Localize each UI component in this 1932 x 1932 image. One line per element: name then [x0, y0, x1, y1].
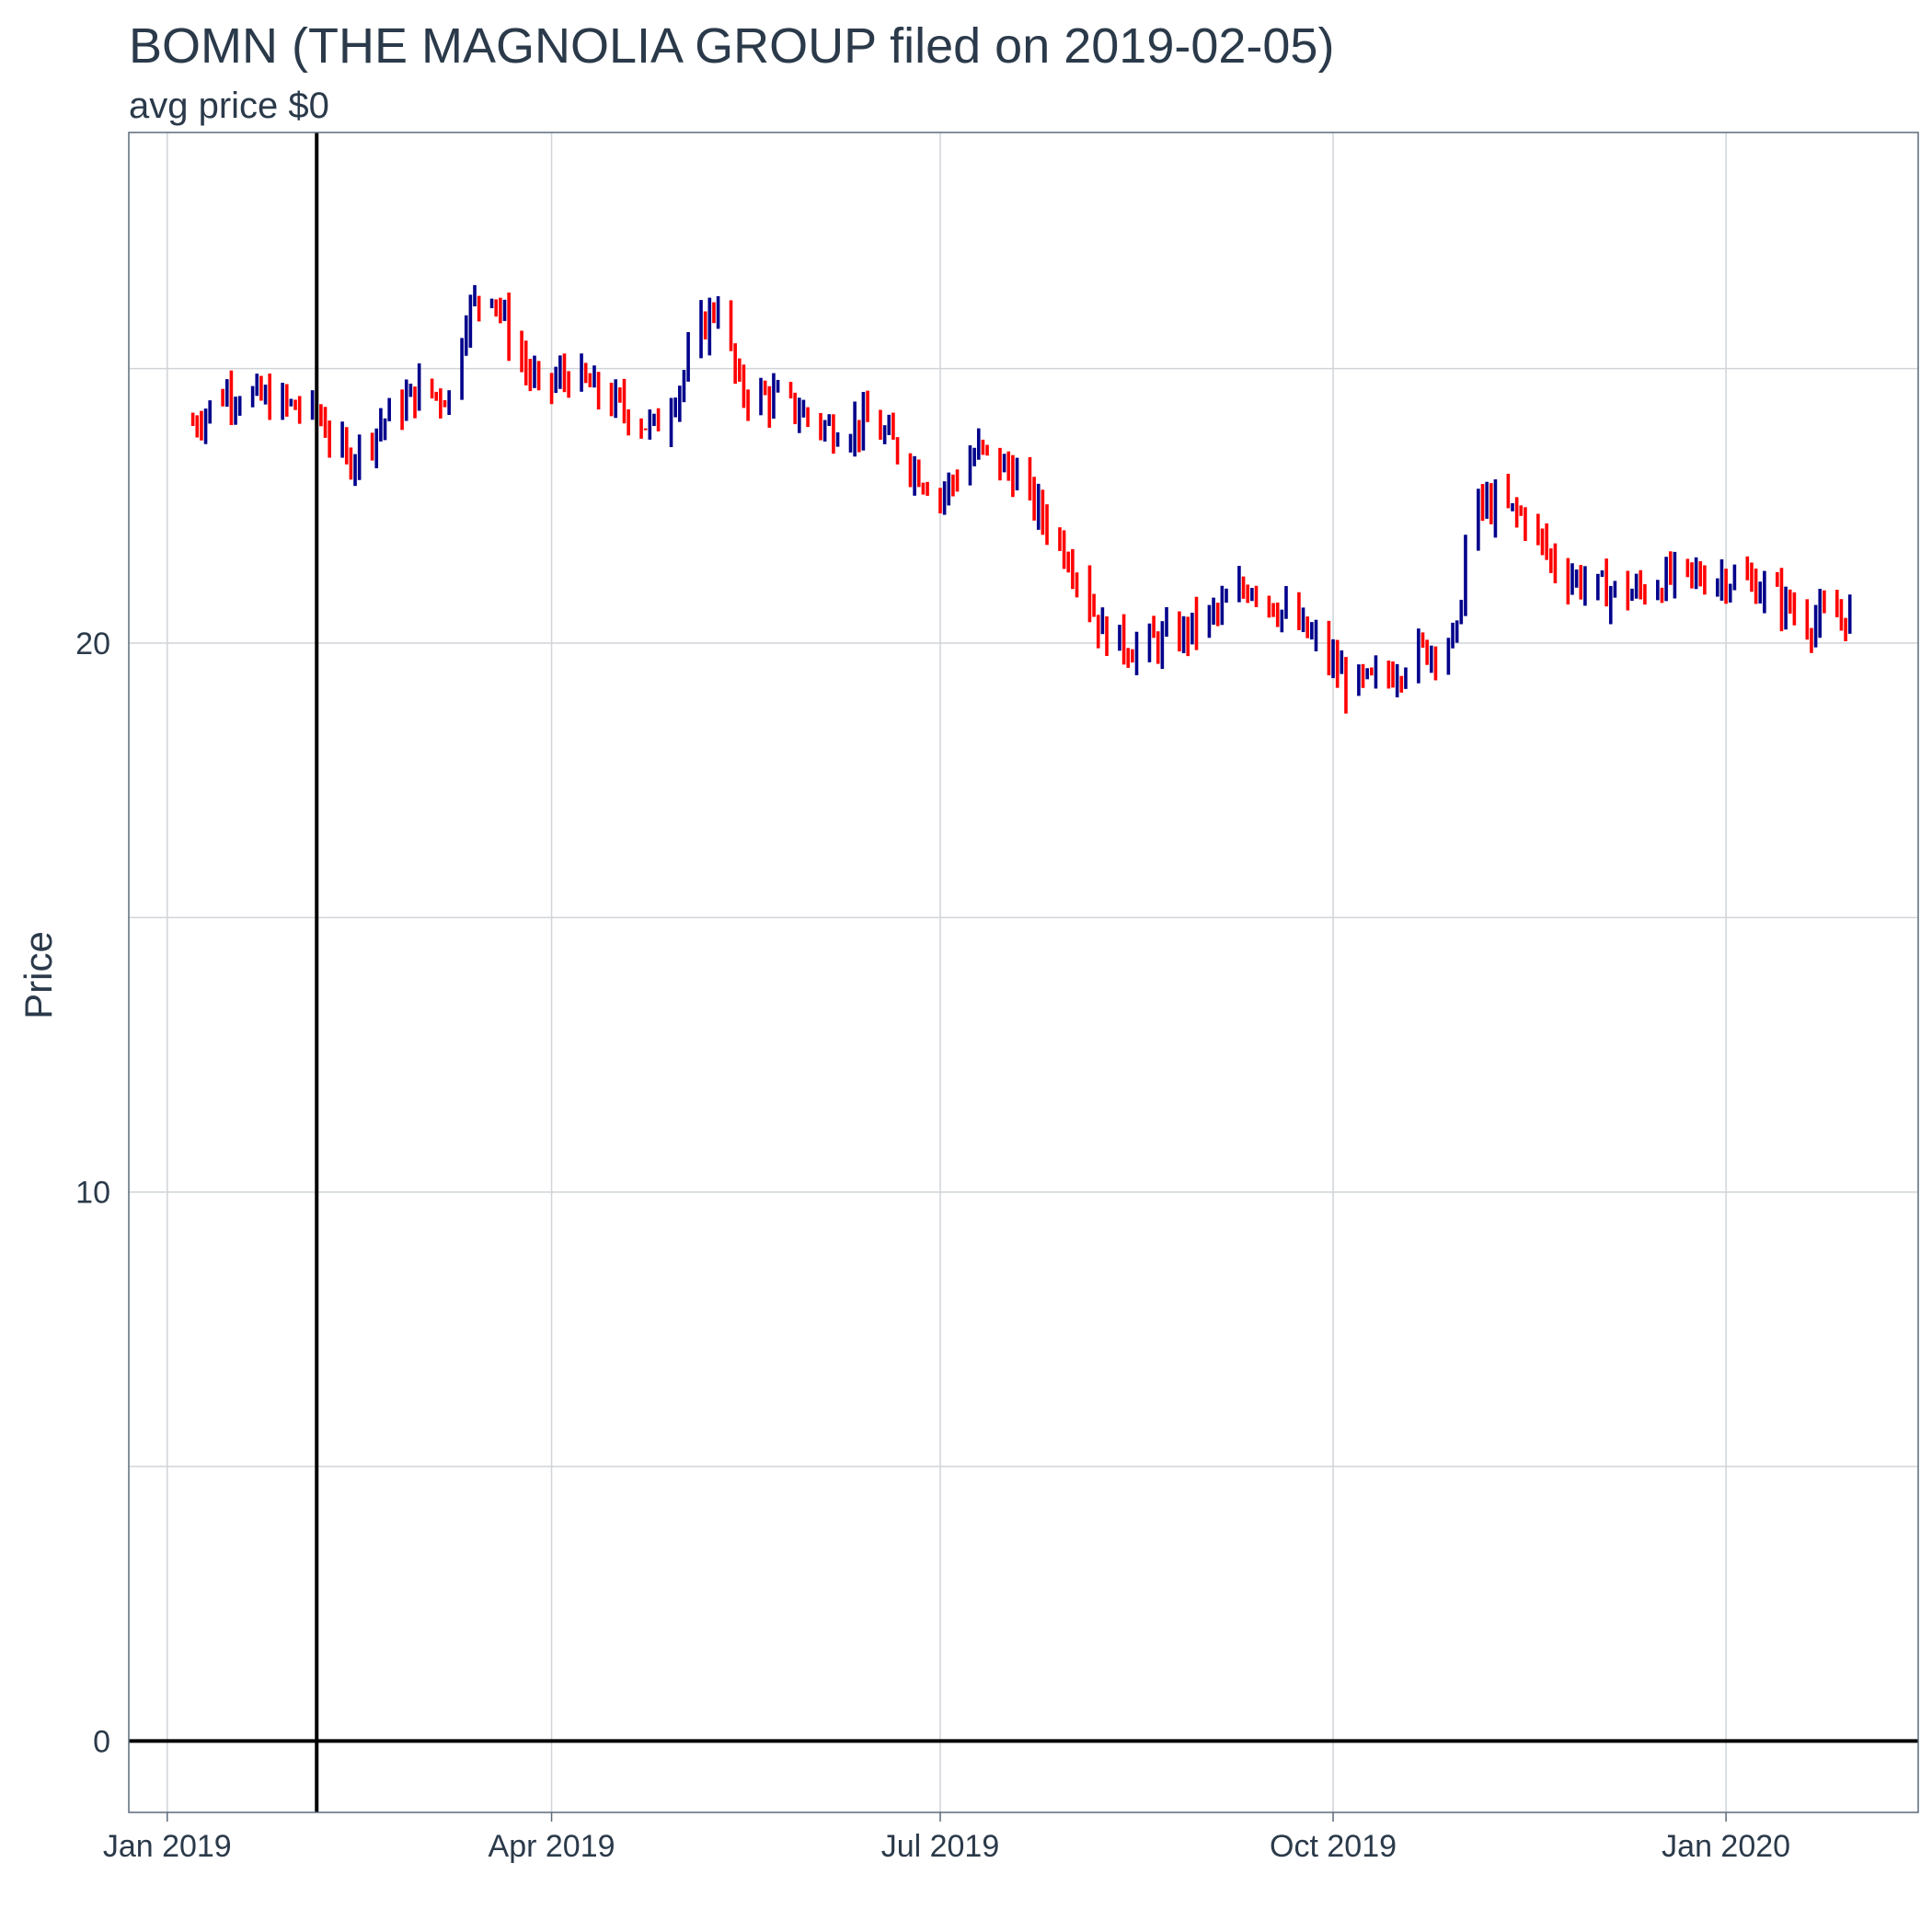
- x-tick-label: Oct 2019: [1270, 1829, 1397, 1864]
- y-tick-label: 10: [75, 1176, 110, 1211]
- grid-lines: [129, 132, 1918, 1812]
- price-bars: [190, 284, 1852, 714]
- y-axis-ticks: 0 10 20: [75, 627, 110, 1759]
- chart-subtitle: avg price $0: [129, 86, 329, 126]
- y-tick-label: 20: [75, 627, 110, 661]
- x-axis-ticks: Jan 2019 Apr 2019 Jul 2019 Oct 2019 Jan 2020: [103, 1812, 1790, 1864]
- chart-title: BOMN (THE MAGNOLIA GROUP filed on 2019-0…: [129, 18, 1334, 74]
- x-tick-label: Jan 2019: [103, 1829, 232, 1864]
- plot-panel: [128, 132, 1919, 1813]
- x-tick-label: Apr 2019: [489, 1829, 615, 1864]
- reference-lines: [129, 132, 1918, 1812]
- y-axis-label: Price: [17, 931, 60, 1019]
- x-tick-label: Jul 2019: [881, 1829, 1000, 1864]
- y-tick-label: 0: [93, 1724, 110, 1759]
- x-tick-label: Jan 2020: [1662, 1829, 1790, 1864]
